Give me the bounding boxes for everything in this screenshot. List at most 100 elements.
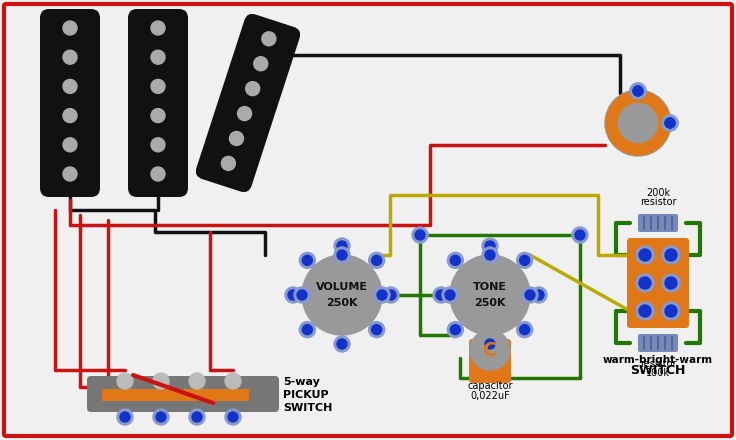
Circle shape <box>153 409 169 425</box>
Circle shape <box>117 373 133 389</box>
Circle shape <box>639 305 651 317</box>
Circle shape <box>605 90 671 156</box>
Circle shape <box>334 238 350 254</box>
FancyBboxPatch shape <box>638 214 678 232</box>
Text: TONE: TONE <box>473 282 507 292</box>
Circle shape <box>386 290 396 300</box>
Circle shape <box>63 21 77 35</box>
Circle shape <box>120 412 130 422</box>
Circle shape <box>151 21 165 35</box>
Circle shape <box>374 287 390 303</box>
Circle shape <box>485 241 495 251</box>
Text: 200k: 200k <box>646 188 670 198</box>
Circle shape <box>337 339 347 349</box>
Text: 100k: 100k <box>646 368 670 378</box>
Circle shape <box>482 336 498 352</box>
Circle shape <box>369 253 385 268</box>
Circle shape <box>337 241 347 251</box>
Circle shape <box>262 32 276 46</box>
Circle shape <box>665 277 677 289</box>
Circle shape <box>302 255 382 335</box>
Circle shape <box>485 339 495 349</box>
Circle shape <box>302 325 312 335</box>
Circle shape <box>63 138 77 152</box>
Circle shape <box>442 287 458 303</box>
Circle shape <box>633 86 643 96</box>
Circle shape <box>225 373 241 389</box>
Circle shape <box>412 227 428 243</box>
FancyBboxPatch shape <box>324 266 360 324</box>
Circle shape <box>470 330 510 370</box>
Circle shape <box>662 246 680 264</box>
Circle shape <box>665 305 677 317</box>
Circle shape <box>636 302 654 320</box>
Circle shape <box>534 290 544 300</box>
Circle shape <box>662 302 680 320</box>
Circle shape <box>238 106 252 121</box>
Circle shape <box>300 253 315 268</box>
Circle shape <box>619 104 657 142</box>
Circle shape <box>334 336 350 352</box>
Circle shape <box>482 247 498 263</box>
FancyBboxPatch shape <box>638 334 678 352</box>
Circle shape <box>485 250 495 260</box>
Circle shape <box>665 118 675 128</box>
Circle shape <box>525 290 535 300</box>
Circle shape <box>288 290 298 300</box>
FancyBboxPatch shape <box>196 14 300 192</box>
FancyBboxPatch shape <box>627 238 689 328</box>
Circle shape <box>575 230 585 240</box>
FancyBboxPatch shape <box>87 376 279 412</box>
Circle shape <box>192 412 202 422</box>
Circle shape <box>639 249 651 261</box>
Circle shape <box>117 409 133 425</box>
FancyBboxPatch shape <box>40 9 100 197</box>
Circle shape <box>662 115 678 131</box>
Circle shape <box>302 255 312 265</box>
Circle shape <box>254 57 268 71</box>
Circle shape <box>151 109 165 123</box>
Circle shape <box>377 290 387 300</box>
Circle shape <box>151 79 165 93</box>
Circle shape <box>450 325 460 335</box>
Circle shape <box>151 138 165 152</box>
Circle shape <box>636 246 654 264</box>
Circle shape <box>639 277 651 289</box>
Circle shape <box>383 287 399 303</box>
Circle shape <box>665 118 675 128</box>
Text: resistor: resistor <box>640 359 676 369</box>
Circle shape <box>450 255 530 335</box>
Text: VOLUME: VOLUME <box>316 282 368 292</box>
Circle shape <box>63 79 77 93</box>
Circle shape <box>153 373 169 389</box>
Circle shape <box>372 255 382 265</box>
Circle shape <box>63 109 77 123</box>
Circle shape <box>228 412 238 422</box>
Circle shape <box>222 156 236 170</box>
Circle shape <box>447 253 464 268</box>
Circle shape <box>482 238 498 254</box>
Circle shape <box>225 409 241 425</box>
Circle shape <box>531 287 547 303</box>
Circle shape <box>436 290 446 300</box>
Circle shape <box>630 83 646 99</box>
Circle shape <box>63 167 77 181</box>
Circle shape <box>189 409 205 425</box>
Text: 250K: 250K <box>326 298 358 308</box>
Text: 5-way: 5-way <box>283 377 320 387</box>
Circle shape <box>372 325 382 335</box>
Circle shape <box>662 274 680 292</box>
Circle shape <box>189 373 205 389</box>
Text: SWITCH: SWITCH <box>283 403 333 413</box>
Circle shape <box>294 287 310 303</box>
Text: 250K: 250K <box>474 298 506 308</box>
FancyBboxPatch shape <box>469 339 511 383</box>
Text: 0,022uF: 0,022uF <box>470 391 510 401</box>
Circle shape <box>572 227 588 243</box>
Circle shape <box>665 249 677 261</box>
Text: C: C <box>483 341 498 359</box>
Circle shape <box>433 287 449 303</box>
Circle shape <box>450 255 460 265</box>
Text: SWITCH: SWITCH <box>630 364 686 377</box>
Circle shape <box>369 322 385 337</box>
